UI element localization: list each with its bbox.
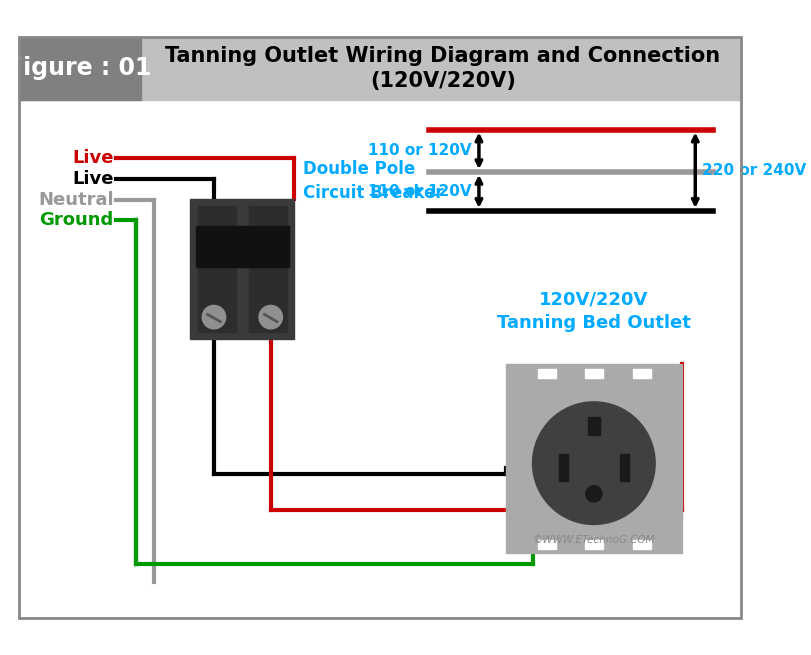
Bar (191, 199, 294, 339)
Text: 120V/220V
Tanning Bed Outlet: 120V/220V Tanning Bed Outlet (497, 291, 691, 333)
Text: Neutral: Neutral (38, 191, 114, 209)
Text: Live: Live (72, 149, 114, 168)
Bar (506, 364, 682, 553)
Bar (633, 540, 650, 549)
Bar (196, 226, 289, 267)
Text: Ground: Ground (40, 211, 114, 229)
Text: Double Pole
Circuit Breaker: Double Pole Circuit Breaker (303, 160, 444, 202)
Bar (585, 540, 603, 549)
Text: Live: Live (72, 170, 114, 188)
Text: 110 or 120V: 110 or 120V (368, 184, 472, 199)
Bar (620, 454, 629, 481)
Bar (559, 454, 568, 481)
Bar (633, 369, 650, 377)
Bar (587, 417, 600, 436)
Bar (19, 100, 741, 618)
Bar (198, 206, 235, 331)
Bar (585, 369, 603, 377)
Circle shape (202, 305, 225, 329)
Text: 110 or 120V: 110 or 120V (368, 143, 472, 159)
Bar (538, 369, 556, 377)
Bar (249, 206, 287, 331)
Circle shape (533, 402, 655, 525)
Text: Figure : 01: Figure : 01 (7, 56, 152, 81)
Text: 220 or 240V: 220 or 240V (702, 162, 807, 178)
Bar (19, 37, 741, 100)
Bar (19, 37, 141, 100)
Bar (538, 540, 556, 549)
Circle shape (586, 486, 602, 502)
Circle shape (259, 305, 282, 329)
Text: ©WWW.ETechnoG.COM: ©WWW.ETechnoG.COM (533, 534, 655, 545)
Text: Tanning Outlet Wiring Diagram and Connection
(120V/220V): Tanning Outlet Wiring Diagram and Connec… (165, 46, 720, 91)
